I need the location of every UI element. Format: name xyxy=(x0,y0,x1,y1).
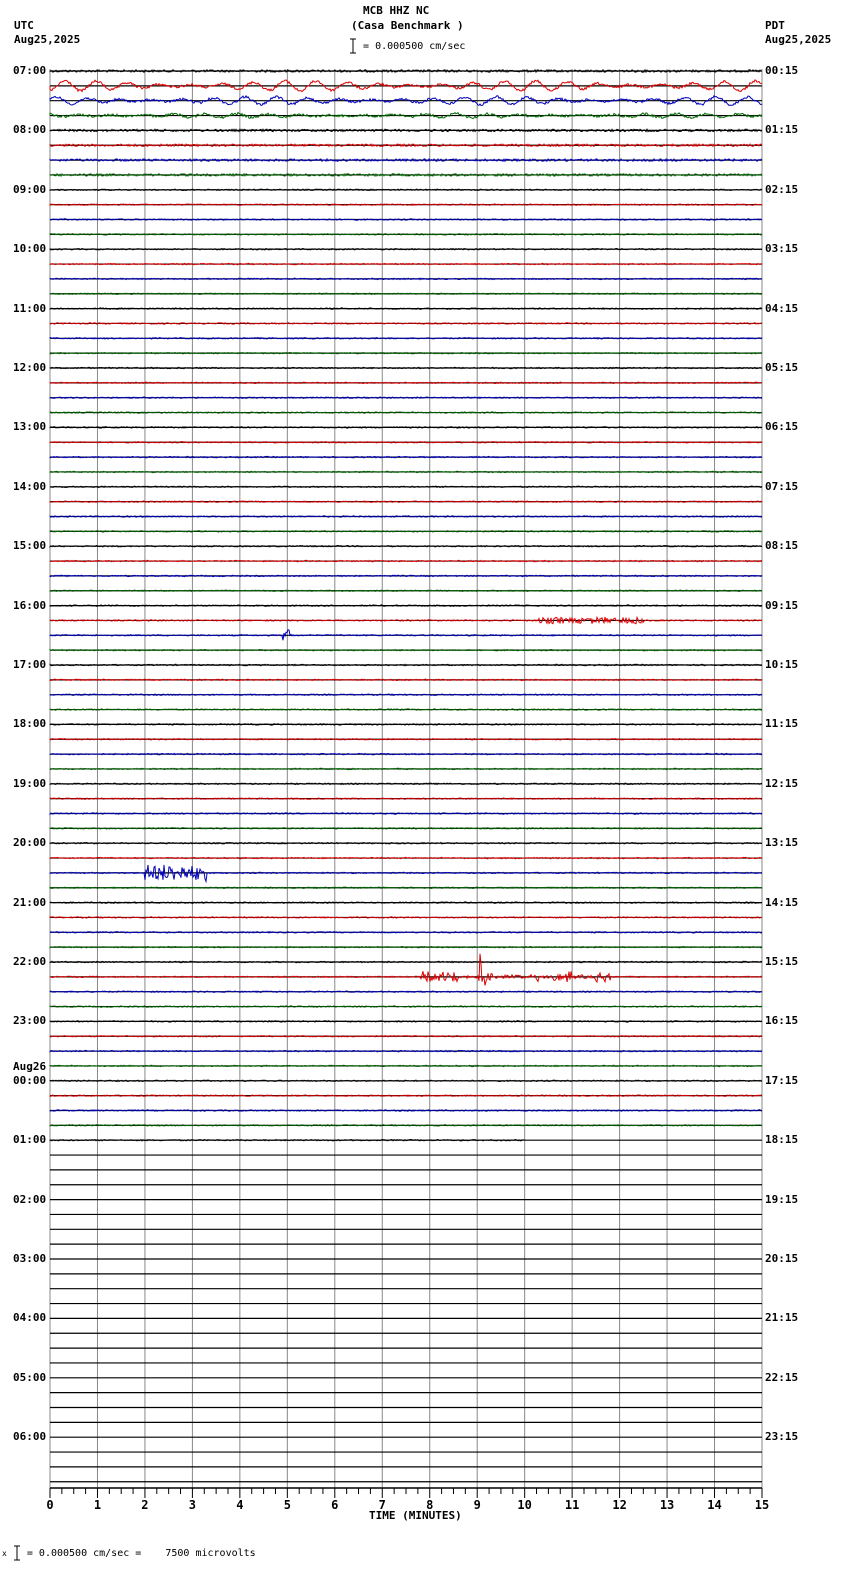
utc-hour-label: 21:00 xyxy=(13,895,47,909)
utc-hour-label: 08:00 xyxy=(13,123,47,137)
x-tick-label: 15 xyxy=(754,1498,770,1512)
pdt-hour-label: 10:15 xyxy=(765,658,799,671)
pdt-hour-label: 15:15 xyxy=(765,955,799,968)
utc-hour-label: 12:00 xyxy=(13,361,47,374)
pdt-hour-label: 02:15 xyxy=(765,182,799,196)
left-timezone: UTC xyxy=(14,19,34,32)
x-tick-label: 10 xyxy=(517,1498,532,1512)
x-tick-label: 0 xyxy=(46,1498,54,1512)
utc-hour-label: 01:00 xyxy=(13,1133,47,1147)
pdt-hour-label: 17:15 xyxy=(765,1073,799,1087)
utc-hour-label: 05:00 xyxy=(13,1370,47,1384)
x-tick-label: 6 xyxy=(331,1498,339,1512)
pdt-hour-label: 16:15 xyxy=(765,1014,799,1028)
pdt-hour-label: 08:15 xyxy=(765,539,799,553)
utc-hour-label: 09:00 xyxy=(13,182,47,196)
x-tick-label: 3 xyxy=(188,1498,197,1512)
utc-hour-label: 15:00 xyxy=(13,539,47,553)
pdt-hour-label: 01:15 xyxy=(765,123,799,137)
pdt-hour-label: 21:15 xyxy=(765,1311,799,1325)
x-tick-label: 1 xyxy=(93,1498,102,1512)
utc-hour-label: 02:00 xyxy=(13,1192,47,1206)
utc-hour-label: 20:00 xyxy=(13,836,47,850)
x-tick-label: 14 xyxy=(707,1498,722,1512)
utc-hour-label: 10:00 xyxy=(13,242,47,256)
scale-bar-header: = 0.000500 cm/sec xyxy=(349,38,465,54)
pdt-hour-label: 06:15 xyxy=(765,420,799,434)
scale-bar-icon xyxy=(13,1545,20,1561)
pdt-hour-label: 09:15 xyxy=(765,598,799,612)
x-tick-label: 7 xyxy=(378,1498,386,1512)
utc-hour-label: 23:00 xyxy=(13,1014,47,1028)
pdt-hour-label: 13:15 xyxy=(765,836,799,850)
pdt-hour-label: 03:15 xyxy=(765,242,799,256)
pdt-hour-label: 23:15 xyxy=(765,1430,799,1444)
pdt-hour-label: 00:15 xyxy=(765,64,799,77)
pdt-hour-label: 07:15 xyxy=(765,479,799,493)
utc-hour-label: 19:00 xyxy=(13,776,47,790)
utc-hour-label: 14:00 xyxy=(13,479,47,493)
utc-hour-label: 11:00 xyxy=(13,301,47,315)
x-axis-label: TIME (MINUTES) xyxy=(369,1509,462,1522)
utc-hour-label: 04:00 xyxy=(13,1311,47,1325)
utc-hour-label: 17:00 xyxy=(13,658,47,671)
utc-hour-label: 03:00 xyxy=(13,1252,47,1265)
pdt-hour-label: 20:15 xyxy=(765,1252,799,1265)
scale-bar-icon xyxy=(350,38,356,54)
utc-hour-label: 00:00 xyxy=(13,1073,47,1087)
x-tick-label: 9 xyxy=(473,1498,481,1512)
right-date: Aug25,2025 xyxy=(765,33,832,46)
x-tick-label: 5 xyxy=(283,1498,291,1512)
pdt-hour-label: 05:15 xyxy=(765,361,799,374)
x-tick-label: 11 xyxy=(564,1498,580,1512)
x-tick-label: 4 xyxy=(236,1498,244,1512)
pdt-hour-label: 22:15 xyxy=(765,1370,799,1384)
site-name: (Casa Benchmark ) xyxy=(351,19,464,32)
scale-text: = 0.000500 cm/sec xyxy=(363,41,466,52)
x-tick-label: 12 xyxy=(612,1498,627,1512)
pdt-hour-label: 18:15 xyxy=(765,1133,799,1147)
pdt-hour-label: 11:15 xyxy=(765,717,799,731)
x-tick-label: 8 xyxy=(426,1498,434,1512)
pdt-hour-label: 14:15 xyxy=(765,895,799,909)
utc-hour-label: 18:00 xyxy=(13,717,47,731)
utc-hour-label: 06:00 xyxy=(13,1430,47,1444)
utc-hour-label: 16:00 xyxy=(13,598,47,612)
pdt-hour-label: 12:15 xyxy=(765,776,799,790)
pdt-hour-label: 04:15 xyxy=(765,301,799,315)
utc-hour-label: 07:00 xyxy=(13,64,47,77)
x-tick-label: 13 xyxy=(659,1498,675,1512)
x-tick-label: 2 xyxy=(141,1498,149,1512)
utc-hour-label: 22:00 xyxy=(13,955,47,968)
date-change-label: Aug26 xyxy=(13,1059,47,1073)
scale-bar-footer: x = 0.000500 cm/sec = 7500 microvolts xyxy=(2,1545,256,1561)
left-date: Aug25,2025 xyxy=(14,33,81,46)
station-title: MCB HHZ NC xyxy=(363,4,430,17)
pdt-hour-label: 19:15 xyxy=(765,1192,799,1206)
utc-hour-label: 13:00 xyxy=(13,420,47,434)
footer-scale-text: = 0.000500 cm/sec = 7500 microvolts xyxy=(26,1548,256,1559)
right-timezone: PDT xyxy=(765,19,785,32)
scale-prefix: x xyxy=(2,1549,7,1558)
